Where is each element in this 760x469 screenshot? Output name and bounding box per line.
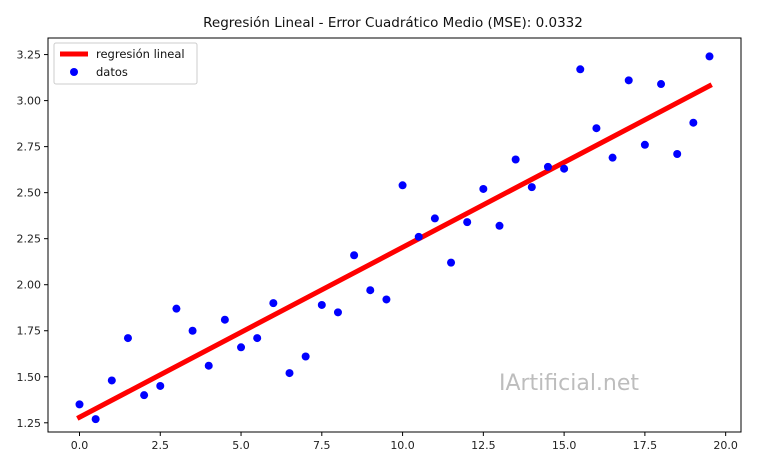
data-point [220,315,229,324]
data-point [398,181,407,190]
data-point [75,400,84,409]
data-point [317,300,326,309]
data-point [91,415,100,424]
data-point [624,76,633,85]
data-point [657,80,666,89]
y-tick-label: 2.50 [17,187,42,200]
y-tick-label: 3.00 [17,95,42,108]
data-point [269,299,278,308]
x-tick-label: 15.0 [552,439,577,452]
data-point [705,52,714,61]
y-tick-label: 2.00 [17,279,42,292]
x-tick-label: 12.5 [471,439,496,452]
data-point [689,118,698,127]
data-point [107,376,116,385]
x-tick-label: 20.0 [713,439,738,452]
data-point [673,149,682,158]
x-tick-label: 0.0 [71,439,89,452]
data-point [511,155,520,164]
data-point [495,221,504,230]
data-point [188,326,197,335]
y-tick-label: 2.25 [17,233,42,246]
data-point [253,334,262,343]
legend: regresión lineal datos [53,42,198,85]
data-point [592,124,601,133]
data-point [414,232,423,241]
x-axis: 0.0 2.5 5.0 7.5 10.0 12.5 15.0 17.5 20.0 [71,432,738,452]
data-point [447,258,456,267]
data-point [463,218,472,227]
data-point [333,308,342,317]
series-layer [75,52,714,424]
chart-title: Regresión Lineal - Error Cuadrático Medi… [203,15,583,31]
regression-line [76,82,713,421]
data-point [608,153,617,162]
data-point [640,140,649,149]
legend-label-regression-line: regresión lineal [96,47,185,61]
x-tick-label: 10.0 [390,439,415,452]
y-axis: 1.25 1.50 1.75 2.00 2.25 2.50 2.75 3.00 3.25 [17,49,48,430]
data-point [204,361,213,370]
y-tick-label: 1.25 [17,417,42,430]
data-point [382,295,391,304]
y-tick-label: 1.50 [17,371,42,384]
data-point [560,164,569,173]
x-tick-label: 17.5 [633,439,658,452]
data-point [156,381,165,390]
data-point [430,214,439,223]
y-tick-label: 2.75 [17,141,42,154]
y-tick-label: 1.75 [17,325,42,338]
data-point [527,183,536,192]
plot-frame [47,37,742,433]
data-point [576,65,585,74]
data-point [366,286,375,295]
x-tick-label: 7.5 [313,439,331,452]
data-point [237,343,246,352]
x-tick-label: 5.0 [232,439,250,452]
data-point [479,184,488,193]
x-tick-label: 2.5 [152,439,170,452]
legend-point-swatch [70,68,78,76]
legend-box [53,42,198,85]
data-point [123,334,132,343]
data-point [301,352,310,361]
watermark-annotation: IArtificial.net [499,371,639,396]
data-point [172,304,181,313]
data-point [285,369,294,378]
data-point [350,251,359,260]
y-tick-label: 3.25 [17,49,42,62]
legend-label-data-points: datos [96,65,128,79]
data-point [543,162,552,171]
data-point [140,391,149,400]
